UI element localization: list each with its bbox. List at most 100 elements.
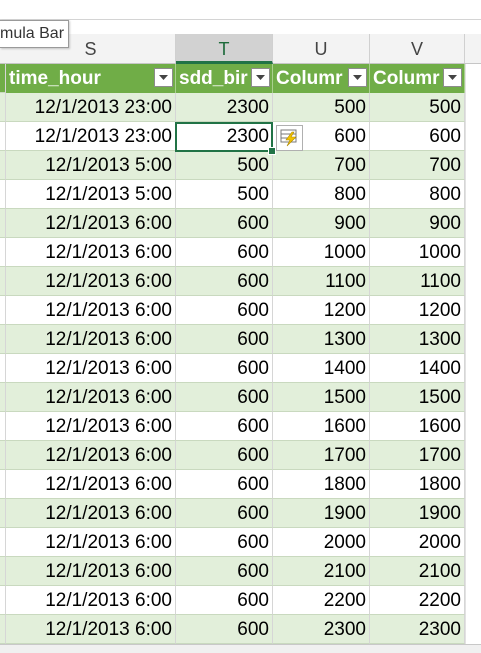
cell-time-hour[interactable]: 12/1/2013 6:00 [6, 557, 176, 586]
cell-sdd-bir[interactable]: 2300 [176, 122, 273, 151]
filter-dropdown-button[interactable] [251, 68, 270, 87]
cell-column-v[interactable]: 2100 [370, 557, 465, 586]
filter-dropdown-button[interactable] [443, 68, 462, 87]
cell-column-u[interactable]: 1800 [273, 470, 370, 499]
cell-time-hour[interactable]: 12/1/2013 6:00 [6, 586, 176, 615]
cell-column-v[interactable]: 700 [370, 151, 465, 180]
cell-column-u[interactable]: 500 [273, 93, 370, 122]
cell-sdd-bir[interactable]: 600 [176, 615, 273, 644]
cell-column-v[interactable]: 1400 [370, 354, 465, 383]
cell-column-v[interactable]: 900 [370, 209, 465, 238]
vertical-scrollbar[interactable] [465, 64, 481, 644]
column-header-u[interactable]: U [273, 34, 370, 63]
cell-sdd-bir[interactable]: 500 [176, 180, 273, 209]
cell-sdd-bir[interactable]: 500 [176, 151, 273, 180]
cell-time-hour[interactable]: 12/1/2013 6:00 [6, 615, 176, 644]
cell-column-u[interactable]: 1700 [273, 441, 370, 470]
cell-sdd-bir[interactable]: 600 [176, 238, 273, 267]
row-stub [0, 267, 6, 296]
cell-column-v[interactable]: 800 [370, 180, 465, 209]
cell-column-v[interactable]: 1700 [370, 441, 465, 470]
cell-column-u[interactable]: 1400 [273, 354, 370, 383]
table-row: 12/1/2013 6:00 600 1500 1500 [0, 383, 465, 412]
table-row: 12/1/2013 6:00 600 1000 1000 [0, 238, 465, 267]
cell-column-u[interactable]: 2100 [273, 557, 370, 586]
header-cell-column-u[interactable]: Columr [273, 64, 370, 93]
cell-time-hour[interactable]: 12/1/2013 6:00 [6, 238, 176, 267]
cell-sdd-bir[interactable]: 600 [176, 267, 273, 296]
cell-column-v[interactable]: 600 [370, 122, 465, 151]
cell-column-u[interactable]: 2300 [273, 615, 370, 644]
horizontal-scrollbar[interactable] [0, 644, 481, 653]
cell-time-hour[interactable]: 12/1/2013 5:00 [6, 180, 176, 209]
filter-dropdown-button[interactable] [348, 68, 367, 87]
row-stub [0, 470, 6, 499]
cell-sdd-bir[interactable]: 600 [176, 499, 273, 528]
cell-time-hour[interactable]: 12/1/2013 6:00 [6, 528, 176, 557]
cell-time-hour[interactable]: 12/1/2013 6:00 [6, 412, 176, 441]
filter-dropdown-button[interactable] [154, 68, 173, 87]
cell-column-u[interactable]: 1600 [273, 412, 370, 441]
cell-column-v[interactable]: 2300 [370, 615, 465, 644]
cell-time-hour[interactable]: 12/1/2013 6:00 [6, 325, 176, 354]
header-cell-time-hour[interactable]: time_hour [6, 64, 176, 93]
cell-column-u[interactable]: 1200 [273, 296, 370, 325]
quick-analysis-button[interactable] [276, 125, 303, 151]
cell-column-u[interactable]: 2000 [273, 528, 370, 557]
cell-sdd-bir[interactable]: 600 [176, 528, 273, 557]
cell-sdd-bir[interactable]: 600 [176, 441, 273, 470]
cell-time-hour[interactable]: 12/1/2013 6:00 [6, 470, 176, 499]
cell-column-v[interactable]: 1800 [370, 470, 465, 499]
cell-sdd-bir[interactable]: 600 [176, 412, 273, 441]
cell-time-hour[interactable]: 12/1/2013 6:00 [6, 354, 176, 383]
cell-time-hour[interactable]: 12/1/2013 6:00 [6, 209, 176, 238]
row-stub [0, 64, 6, 93]
cell-column-u[interactable]: 1900 [273, 499, 370, 528]
cell-sdd-bir[interactable]: 600 [176, 383, 273, 412]
cell-column-v[interactable]: 1200 [370, 296, 465, 325]
cell-column-u[interactable]: 900 [273, 209, 370, 238]
cell-time-hour[interactable]: 12/1/2013 6:00 [6, 267, 176, 296]
cell-column-u[interactable]: 1300 [273, 325, 370, 354]
cell-time-hour[interactable]: 12/1/2013 6:00 [6, 296, 176, 325]
cell-column-u[interactable]: 600 [273, 122, 370, 151]
cell-sdd-bir[interactable]: 600 [176, 209, 273, 238]
header-cell-column-v[interactable]: Columr [370, 64, 465, 93]
cell-time-hour[interactable]: 12/1/2013 6:00 [6, 383, 176, 412]
cell-column-u[interactable]: 1500 [273, 383, 370, 412]
cell-column-v[interactable]: 500 [370, 93, 465, 122]
cell-column-v[interactable]: 2200 [370, 586, 465, 615]
cell-sdd-bir[interactable]: 600 [176, 586, 273, 615]
cell-column-v[interactable]: 1600 [370, 412, 465, 441]
cell-column-u[interactable]: 700 [273, 151, 370, 180]
header-cell-sdd-bir[interactable]: sdd_bir [176, 64, 273, 93]
cell-column-v[interactable]: 1900 [370, 499, 465, 528]
cell-column-v[interactable]: 1100 [370, 267, 465, 296]
cell-column-v[interactable]: 2000 [370, 528, 465, 557]
row-stub [0, 586, 6, 615]
row-stub [0, 93, 6, 122]
cell-time-hour[interactable]: 12/1/2013 6:00 [6, 441, 176, 470]
column-header-s[interactable]: S [6, 34, 176, 63]
cell-time-hour[interactable]: 12/1/2013 6:00 [6, 499, 176, 528]
cell-column-u[interactable]: 800 [273, 180, 370, 209]
cell-sdd-bir[interactable]: 2300 [176, 93, 273, 122]
cell-column-v[interactable]: 1000 [370, 238, 465, 267]
cell-sdd-bir[interactable]: 600 [176, 296, 273, 325]
column-header-v[interactable]: V [370, 34, 465, 63]
fill-handle[interactable] [268, 147, 276, 155]
cell-time-hour[interactable]: 12/1/2013 23:00 [6, 93, 176, 122]
cell-column-v[interactable]: 1300 [370, 325, 465, 354]
cell-sdd-bir[interactable]: 600 [176, 325, 273, 354]
column-header-t[interactable]: T [176, 34, 273, 64]
cell-sdd-bir[interactable]: 600 [176, 557, 273, 586]
cell-sdd-bir[interactable]: 600 [176, 470, 273, 499]
row-stub [0, 151, 6, 180]
cell-column-u[interactable]: 1100 [273, 267, 370, 296]
cell-time-hour[interactable]: 12/1/2013 5:00 [6, 151, 176, 180]
cell-sdd-bir[interactable]: 600 [176, 354, 273, 383]
cell-column-u[interactable]: 2200 [273, 586, 370, 615]
cell-column-u[interactable]: 1000 [273, 238, 370, 267]
cell-time-hour[interactable]: 12/1/2013 23:00 [6, 122, 176, 151]
cell-column-v[interactable]: 1500 [370, 383, 465, 412]
